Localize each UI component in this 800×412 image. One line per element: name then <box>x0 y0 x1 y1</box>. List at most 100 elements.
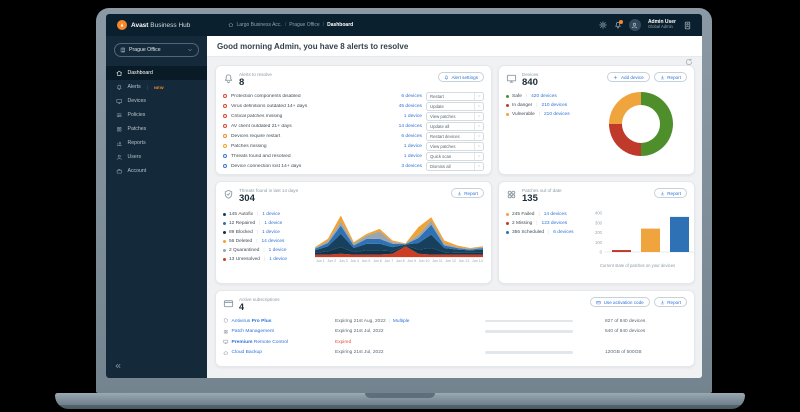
credit-card-icon <box>223 298 234 309</box>
legend-value-link[interactable]: 1 device <box>262 230 280 236</box>
subscription-progress-bar <box>485 319 573 323</box>
legend-dot <box>506 231 509 235</box>
legend-label: 13 Unresolved <box>229 257 260 263</box>
legend-divider: | <box>525 94 528 100</box>
alert-row: Threats found and resolved 1 device Quic… <box>223 151 484 161</box>
legend-dot <box>506 222 509 226</box>
threats-report-button[interactable]: Report <box>450 188 484 198</box>
new-badge: NEW <box>153 84 164 90</box>
alert-action-dropdown[interactable]: Restart <box>426 92 484 101</box>
sidebar-item-policies[interactable]: Policies <box>106 108 207 122</box>
legend-value-link[interactable]: 1 device <box>269 257 288 263</box>
download-icon <box>660 75 665 80</box>
legend-value-link[interactable]: 6 devices <box>553 230 574 236</box>
org-selector-label: Prague Office <box>129 47 161 53</box>
settings-gear-icon[interactable] <box>599 21 607 29</box>
alert-devices-link[interactable]: 1 device <box>403 153 422 159</box>
breadcrumb-item-site[interactable]: Prague Office <box>289 22 320 28</box>
legend-dot <box>506 104 509 108</box>
alert-devices-link[interactable]: 6 devices <box>401 93 422 99</box>
devices-card: Devices 840 Add device <box>498 65 695 175</box>
notification-dot <box>619 19 624 24</box>
chevron-down-icon <box>474 153 483 160</box>
card-caption: Threats found in last 14 days <box>239 188 298 193</box>
user-icon <box>116 154 123 161</box>
dropdown-value: View patches <box>430 143 456 149</box>
alert-action-dropdown[interactable]: Restart devices <box>426 132 484 141</box>
bell-icon <box>116 84 123 91</box>
devices-legend: Safe | 420 devices In danger | 210 devic… <box>506 92 570 119</box>
legend-value-link[interactable]: 1 device <box>262 212 281 218</box>
user-name: Admin User <box>647 18 676 25</box>
legend-item: In danger | 210 devices <box>506 101 570 110</box>
legend-value-link[interactable]: 14 devices <box>543 212 567 218</box>
alert-action-dropdown[interactable]: Quick scan <box>426 152 484 161</box>
company-selector-icon[interactable] <box>683 21 692 30</box>
patches-bar-chart: 0 100 200 300 400 <box>595 211 694 255</box>
notifications-bell-icon[interactable] <box>614 19 624 29</box>
legend-dot <box>506 95 509 99</box>
bar-chart-caption: Current state of patches on your devices <box>599 263 676 269</box>
subscription-name-link[interactable]: Patch Management <box>223 329 335 335</box>
devices-report-button[interactable]: Report <box>653 72 687 82</box>
alert-devices-link[interactable]: 1 device <box>403 113 422 119</box>
sidebar-item-devices[interactable]: Devices <box>106 94 207 108</box>
legend-value-link[interactable]: 1 device <box>264 221 283 227</box>
alert-devices-link[interactable]: 6 devices <box>401 133 422 139</box>
alert-settings-button[interactable]: Alert settings <box>437 72 484 82</box>
legend-dot <box>506 113 509 117</box>
alert-devices-link[interactable]: 3 devices <box>401 163 422 169</box>
subscription-name-link[interactable]: Premium Remote Control <box>223 339 335 345</box>
subscription-expired-label: Expired <box>335 339 352 345</box>
sidebar-item-patches[interactable]: Patches <box>106 122 207 136</box>
subscriptions-report-button[interactable]: Report <box>653 297 687 307</box>
legend-value-link[interactable]: 210 devices <box>544 112 570 118</box>
patches-report-button[interactable]: Report <box>653 188 687 198</box>
alert-devices-link[interactable]: 1 device <box>403 143 422 149</box>
sidebar-item-users[interactable]: Users <box>106 150 207 164</box>
legend-value-link[interactable]: 210 devices <box>541 103 568 109</box>
legend-value-link[interactable]: 1 device <box>268 248 287 254</box>
refresh-icon[interactable] <box>685 58 693 66</box>
subscription-row: Patch Management Expiring 21st Jul, 2022… <box>223 326 687 337</box>
multiple-link[interactable]: Multiple <box>392 318 410 324</box>
use-activation-code-button[interactable]: Use activation code <box>590 297 650 307</box>
alert-action-dropdown[interactable]: Update all <box>426 122 484 131</box>
sidebar-item-alerts[interactable]: Alerts | NEW <box>106 80 207 94</box>
credit-card-icon <box>596 300 601 305</box>
alert-action-dropdown[interactable]: Update <box>426 102 484 111</box>
patches-icon <box>506 189 517 200</box>
home-icon <box>116 70 123 77</box>
alert-label: Threats found and resolved <box>231 153 291 159</box>
sidebar-collapse-icon[interactable] <box>114 362 122 370</box>
devices-donut <box>609 92 673 157</box>
button-label: Report <box>667 190 681 196</box>
add-device-button[interactable]: Add device <box>607 72 650 82</box>
alert-devices-link[interactable]: 45 devices <box>398 103 422 109</box>
brand: Avast Business Hub <box>106 20 218 30</box>
alert-action-dropdown[interactable]: View patches <box>426 142 484 151</box>
sidebar-item-reports[interactable]: Reports <box>106 136 207 150</box>
legend-value-link[interactable]: 123 devices <box>541 221 568 227</box>
user-avatar[interactable] <box>628 19 641 31</box>
sidebar-item-dashboard[interactable]: Dashboard <box>106 66 207 80</box>
legend-divider: | <box>256 239 258 245</box>
button-label: Report <box>667 299 681 305</box>
org-selector[interactable]: Prague Office <box>114 43 199 57</box>
alert-status-icon <box>223 144 227 149</box>
sidebar-item-account[interactable]: Account <box>106 164 207 178</box>
subscription-name-link[interactable]: Cloud Backup <box>223 350 335 356</box>
legend-value-link[interactable]: 420 devices <box>531 94 557 100</box>
user-info[interactable]: Admin User Global Admin <box>647 18 676 31</box>
legend-value-link[interactable]: 14 devices <box>261 239 285 245</box>
patches-icon <box>223 329 229 335</box>
alert-row: Devices require restart 6 devices Restar… <box>223 131 484 141</box>
breadcrumb-item-account[interactable]: Largo Business Acc. <box>236 22 282 28</box>
alert-row: Protection components disabled 6 devices… <box>223 91 484 101</box>
alert-devices-link[interactable]: 14 devices <box>398 123 422 129</box>
alert-action-dropdown[interactable]: Dismiss all <box>426 162 484 171</box>
subscription-name-link[interactable]: Antivirus Pro Plus <box>223 318 335 324</box>
alert-action-dropdown[interactable]: View patches <box>426 112 484 121</box>
subscription-expiry: Expiring 21st Aug, 2022 | Multiple <box>335 318 410 324</box>
legend-item: 145 Autofix | 1 device <box>223 210 315 219</box>
